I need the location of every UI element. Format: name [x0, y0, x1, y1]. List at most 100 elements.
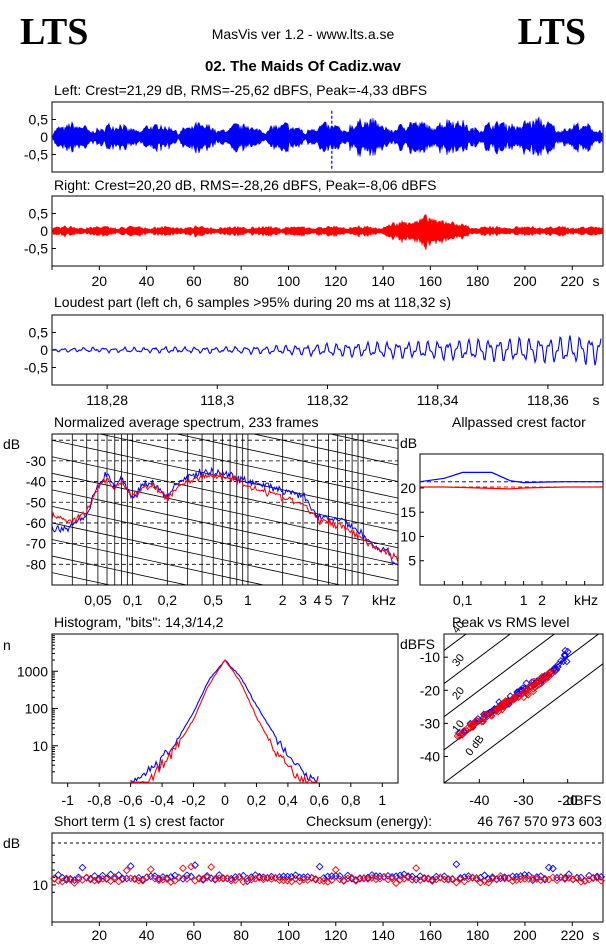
histogram-xtick-label: -0,2	[181, 792, 205, 808]
peak-rms-point-left	[554, 663, 562, 671]
spectrum-slope-line	[251, 434, 398, 466]
short-term-crest-title: Short term (1 s) crest factor	[54, 813, 225, 829]
short-crest-point-right	[327, 876, 336, 885]
short-crest-xtick-label: 180	[466, 927, 490, 943]
spectrum-ytick-label: -50	[26, 494, 46, 510]
spectrum-slope-line	[52, 539, 266, 585]
short-crest-point-right	[311, 875, 320, 883]
crest-xtick-label: 1	[520, 592, 528, 608]
short-crest-point-right	[66, 875, 75, 884]
histogram-xtick-label: 1	[378, 792, 386, 808]
short-crest-ylabel: dB	[3, 835, 20, 851]
short-crest-point-left	[126, 862, 135, 871]
short-crest-xtick-label: 60	[186, 927, 202, 943]
spectrum-xtick-label: 0,05	[84, 592, 111, 608]
short-crest-point-right	[323, 877, 332, 886]
short-crest-point-left	[287, 872, 296, 881]
peak-rms-diagonal-label: 20	[450, 685, 467, 702]
right_waveform-ytick-label: 0,5	[29, 206, 49, 222]
spectrum-slope-line	[52, 555, 189, 585]
peak-rms-point-right	[515, 692, 523, 700]
left_waveform-series-left	[52, 116, 603, 157]
short-crest-point-right	[106, 877, 115, 886]
short-crest-point-left	[331, 872, 340, 880]
file-name: 02. The Maids Of Cadiz.wav	[205, 58, 401, 75]
short-crest-xtick-label: 20	[92, 927, 108, 943]
spectrum-xtick-label: 0,1	[123, 592, 143, 608]
histogram-ytick-label: 1000	[17, 663, 48, 679]
short-crest-point-right	[597, 876, 606, 885]
time-axis-label: 40	[139, 273, 155, 289]
peak-rms-point-right	[535, 675, 544, 684]
spectrum-slope-line	[328, 434, 398, 449]
short-crest-point-left	[179, 875, 187, 883]
histogram-series-right	[130, 659, 319, 783]
short-crest-point-right	[151, 874, 159, 883]
spectrum-slope-line	[52, 606, 398, 680]
spectrum-ylabel: dB	[3, 436, 20, 452]
peak-rms-point-right	[481, 710, 489, 719]
short-crest-point-left	[549, 864, 557, 873]
time-axis-label: 180	[466, 273, 490, 289]
spectrum-ytick-label: -60	[26, 515, 46, 531]
app-title: MasVis ver 1.2 - www.lts.a.se	[211, 26, 395, 42]
loudest-xunit: s	[593, 392, 600, 408]
spectrum-xtick-label: 5	[325, 592, 333, 608]
crest-xtick-label: 2	[538, 592, 546, 608]
short-crest-point-right	[275, 876, 284, 885]
spectrum-slope-line	[52, 639, 398, 713]
peak-rms-diagonal-label: 40	[450, 619, 467, 636]
short-crest-xtick-label: 40	[139, 927, 155, 943]
peak-rms-point-right	[523, 689, 531, 698]
time-axis-label: 80	[233, 273, 249, 289]
short-crest-point-right	[388, 874, 396, 883]
short-crest-xtick-label: 100	[277, 927, 301, 943]
peak-rms-diagonal	[444, 663, 603, 783]
short-crest-point-right	[58, 877, 67, 886]
short-crest-point-right	[428, 877, 437, 885]
short-crest-point-right	[581, 877, 589, 886]
spectrum-title: Normalized average spectrum, 233 frames	[54, 414, 319, 430]
crest-xtick-label: 0,1	[453, 592, 473, 608]
histogram-xtick-label: 0	[221, 792, 229, 808]
short-crest-point-right	[408, 875, 417, 884]
peak-rms-point-right	[499, 703, 508, 711]
peak-rms-point-left	[564, 647, 572, 656]
spectrum-slope-line	[52, 506, 398, 582]
spectrum-slope-line	[52, 672, 398, 746]
short-crest-point-right	[207, 863, 216, 871]
spectrum-slope-line	[52, 688, 398, 762]
short-crest-point-right	[331, 865, 340, 874]
short-crest-xtick-label: 140	[371, 927, 395, 943]
histogram-series-left	[130, 659, 319, 783]
short-crest-point-left	[464, 872, 473, 880]
short-crest-point-right	[484, 878, 493, 887]
spectrum-series-right	[52, 471, 398, 562]
short-crest-xtick-label: 80	[233, 927, 249, 943]
loudest-xtick-label: 118,28	[86, 392, 128, 408]
loudest-frame	[51, 314, 604, 386]
short-crest-point-right	[412, 864, 421, 872]
peak-rms-xtick-label: -40	[469, 792, 489, 808]
loudest-xtick-label: 118,3	[200, 392, 234, 408]
histogram-ylabel: n	[3, 637, 11, 653]
short-crest-point-right	[146, 865, 155, 874]
short-crest-point-right	[175, 873, 183, 882]
crest-xunit: kHz	[574, 592, 598, 608]
spectrum-ytick-label: -70	[26, 536, 46, 552]
spectrum-slope-line	[175, 434, 398, 482]
short-crest-xunit: s	[593, 927, 600, 943]
short-crest-point-right	[472, 874, 481, 882]
left_waveform-ytick-label: -0,5	[24, 147, 48, 163]
peak-rms-point-right	[466, 720, 475, 729]
short-crest-point-right	[142, 873, 151, 881]
time-axis-label: 20	[92, 273, 108, 289]
time-axis-label: 60	[186, 273, 202, 289]
spectrum-grid	[52, 434, 398, 762]
crest-ytick-label: 10	[400, 528, 416, 544]
short-crest-point-right	[392, 879, 400, 888]
short-crest-point-right	[70, 879, 79, 887]
time-axis-label: 120	[324, 273, 348, 289]
peak-rms-xlabel: dBFS	[566, 792, 601, 808]
short-crest-point-right	[573, 874, 581, 883]
